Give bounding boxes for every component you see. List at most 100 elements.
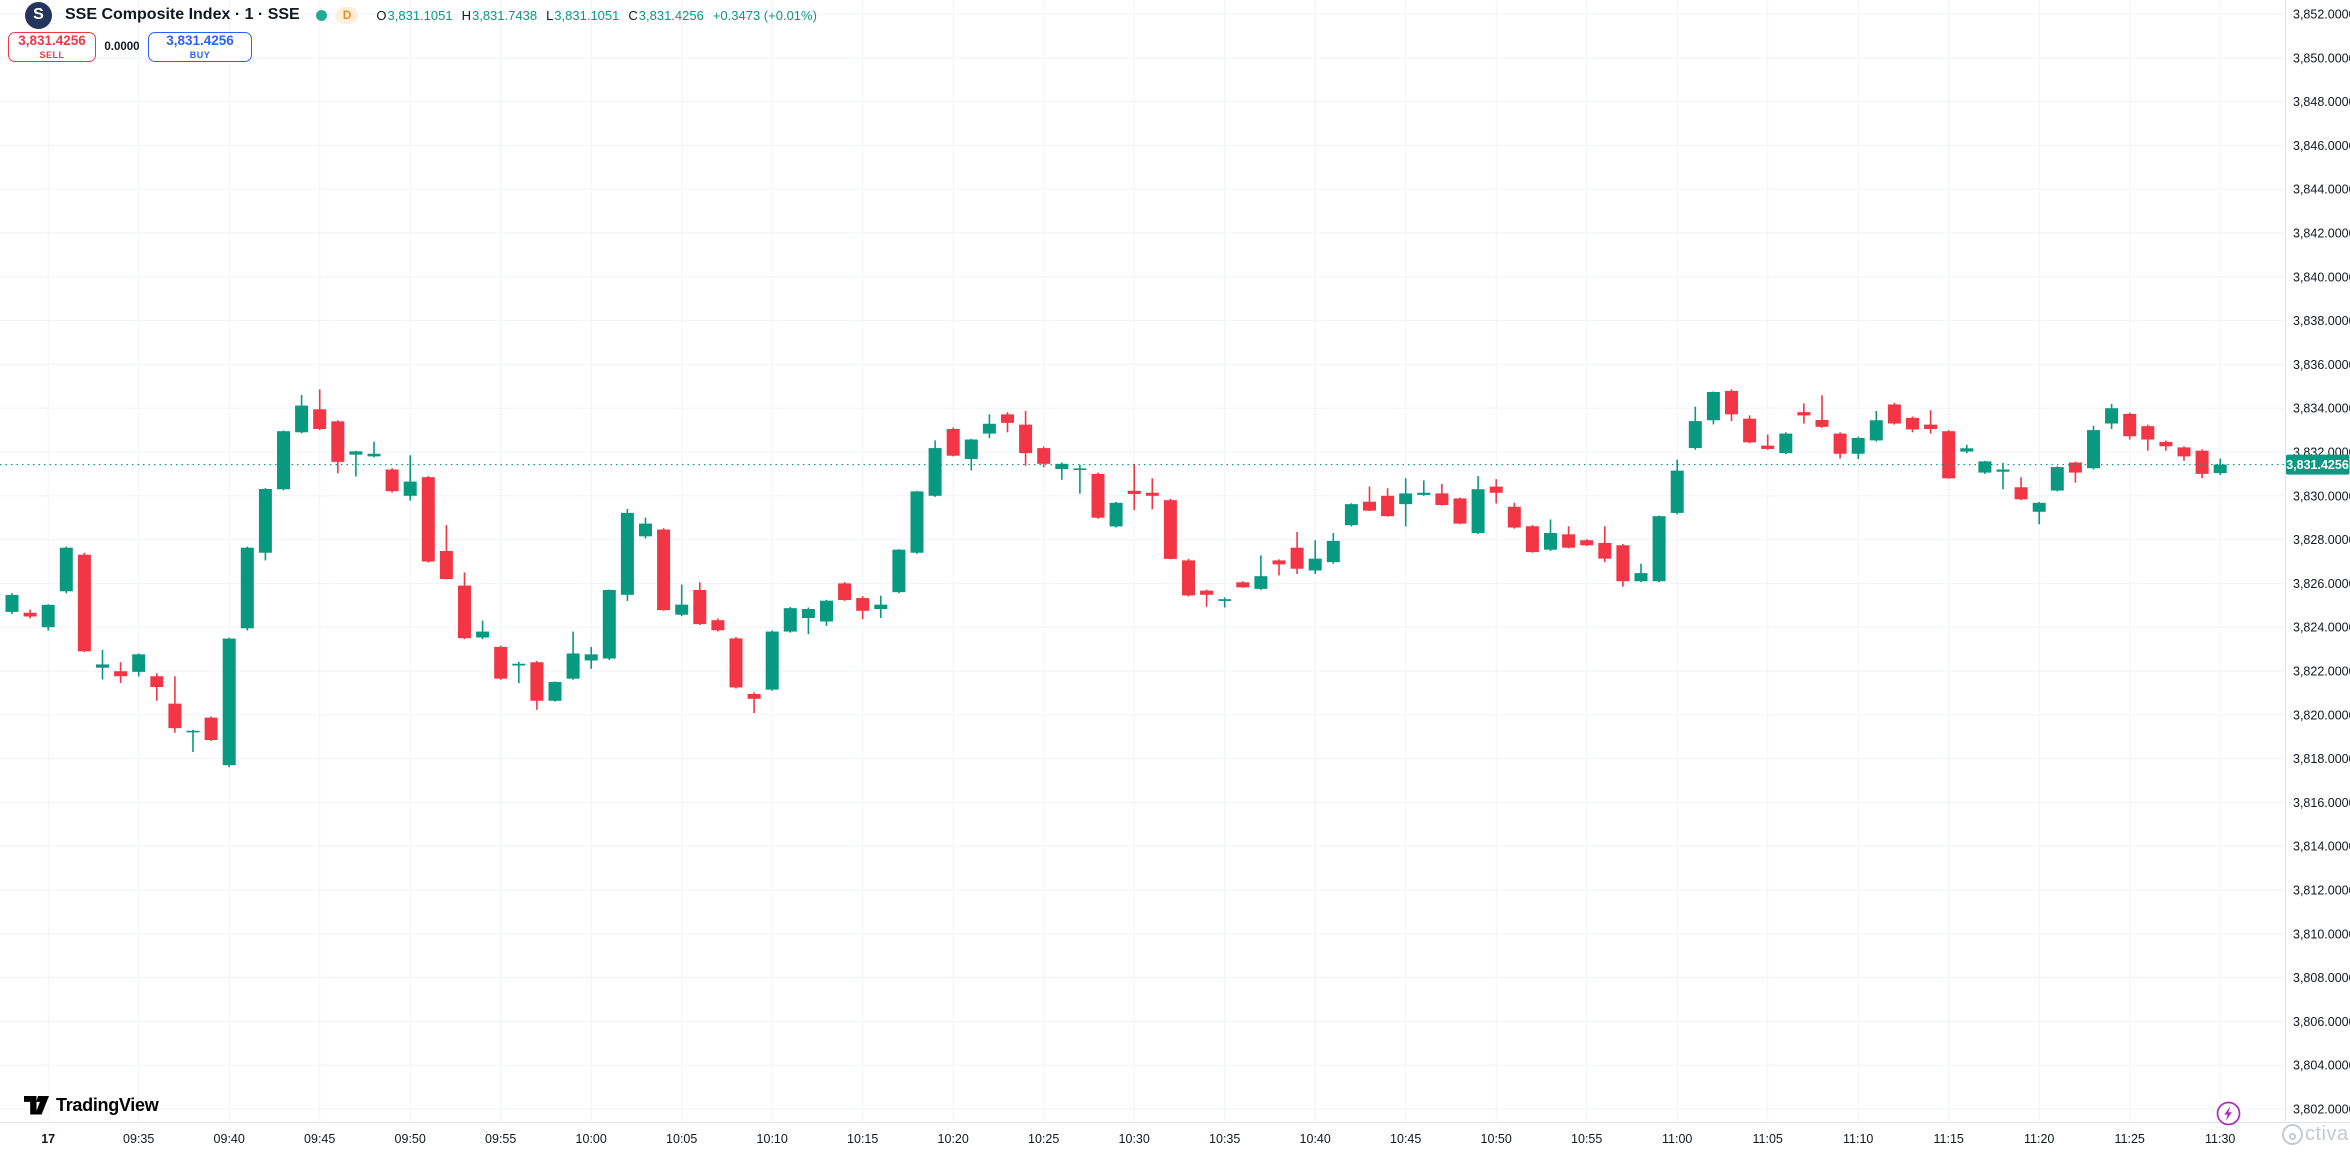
candle <box>1001 412 1014 433</box>
gridlines <box>0 0 2285 1122</box>
candle <box>711 618 725 632</box>
price-axis[interactable]: 3,852.0000 3,850.0000 3,848.0000 3,846.0000… <box>2293 8 2350 1117</box>
delayed-data-badge[interactable]: D <box>335 6 359 24</box>
candle-body <box>566 653 580 679</box>
time-axis-label: 10:35 <box>1209 1132 1240 1146</box>
low-value: 3,831.1051 <box>554 7 620 23</box>
candle-body <box>114 671 128 677</box>
candle-body <box>2050 467 2064 491</box>
candle-body <box>1109 502 1123 527</box>
candle <box>1109 501 1123 528</box>
candle <box>1562 526 1576 549</box>
candle <box>1507 502 1521 529</box>
candle-body <box>1308 558 1322 571</box>
candle <box>1363 486 1376 512</box>
time-axis-label: 10:25 <box>1028 1132 1059 1146</box>
time-axis-label: 10:15 <box>847 1132 878 1146</box>
candle <box>1706 391 1720 425</box>
time-axis-label: 09:35 <box>123 1132 154 1146</box>
price-axis-label: 3,820.0000 <box>2293 708 2350 722</box>
tradingview-logo[interactable]: TradingView <box>24 1095 159 1116</box>
candle-wick <box>753 692 755 714</box>
candle <box>458 572 471 640</box>
time-axis-label: 10:55 <box>1571 1132 1602 1146</box>
candle <box>476 620 490 640</box>
candle-body <box>1833 433 1847 454</box>
candle-body <box>1435 493 1449 505</box>
candle-wick <box>1061 462 1063 480</box>
time-axis[interactable]: 17 09:35 09:40 09:45 09:50 09:55 10:00 10:05 10:… <box>41 1132 2235 1146</box>
candle <box>1308 540 1322 574</box>
candle <box>59 546 73 594</box>
candle-body <box>548 681 562 701</box>
candle-body <box>1073 468 1087 471</box>
candle-body <box>530 662 544 701</box>
time-axis-label: 10:30 <box>1119 1132 1150 1146</box>
price-axis-label: 3,814.0000 <box>2293 840 2350 854</box>
candle <box>1815 395 1829 428</box>
candle <box>566 631 580 680</box>
candle-body <box>1652 516 1666 582</box>
time-axis-label: 11:05 <box>1753 1132 1783 1146</box>
candle <box>820 599 833 626</box>
close-label: C <box>628 7 638 23</box>
candle-wick <box>1223 597 1226 608</box>
candle-body <box>1851 437 1865 454</box>
candle <box>1272 559 1286 576</box>
candle-body <box>349 451 363 455</box>
candle <box>1435 483 1449 506</box>
instant-order-lightning-icon[interactable] <box>2215 1100 2242 1132</box>
candle <box>1145 478 1159 510</box>
candle <box>23 609 37 619</box>
candles-series <box>5 389 2227 768</box>
high-value: 3,831.7438 <box>471 7 538 23</box>
candle-body <box>1363 501 1376 511</box>
candle <box>657 528 671 611</box>
candle <box>747 692 761 714</box>
time-axis-label: 10:05 <box>666 1132 697 1146</box>
price-axis-label: 3,844.0000 <box>2293 183 2350 197</box>
time-axis-label: 11:10 <box>1843 1132 1873 1146</box>
candle <box>1037 446 1051 468</box>
candle-body <box>1942 431 1956 479</box>
candle <box>1471 476 1485 535</box>
candle <box>512 661 526 684</box>
candle-wick <box>2002 462 2004 490</box>
candle-body <box>5 595 19 612</box>
candle <box>1924 410 1938 434</box>
price-axis-label: 3,846.0000 <box>2293 139 2350 153</box>
candle-body <box>1507 506 1521 528</box>
candle <box>693 582 707 626</box>
price-axis-label: 3,810.0000 <box>2293 927 2350 941</box>
symbol-title[interactable]: SSE Composite Index · 1 · SSE <box>65 6 300 23</box>
candle-body <box>1037 448 1051 464</box>
candle-wick <box>518 661 520 684</box>
candle-body <box>222 638 236 766</box>
time-axis-label: 09:40 <box>214 1132 245 1146</box>
candle-body <box>1725 390 1738 415</box>
candle-body <box>1887 404 1901 424</box>
candle-body <box>1145 492 1159 496</box>
candle-body <box>1399 493 1413 505</box>
candle <box>1598 526 1612 563</box>
candle-body <box>1381 495 1395 517</box>
price-axis-label: 3,808.0000 <box>2293 971 2350 985</box>
candle <box>1869 411 1883 442</box>
candle <box>1942 430 1956 479</box>
buy-button[interactable]: 3,831.4256 BUY <box>148 32 252 62</box>
candle <box>530 660 544 710</box>
trade-panel: 3,831.4256 SELL 0.0000 3,831.4256 BUY <box>8 32 817 62</box>
candle-body <box>1544 533 1557 550</box>
sell-button[interactable]: 3,831.4256 SELL <box>8 32 96 62</box>
sell-price: 3,831.4256 <box>18 33 86 49</box>
candle <box>1743 415 1757 444</box>
candle <box>2032 501 2046 525</box>
candle <box>1489 479 1503 504</box>
candle-wick <box>2038 501 2040 525</box>
candle-body <box>23 612 37 617</box>
candle-body <box>2105 408 2119 424</box>
market-status-dot-icon <box>315 9 327 21</box>
last-price-tag: 3,831.4256 <box>2286 454 2350 475</box>
candle <box>1200 589 1214 607</box>
